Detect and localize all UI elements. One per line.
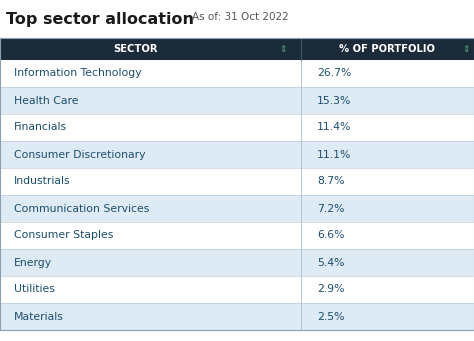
Text: ⇕: ⇕ bbox=[462, 44, 470, 54]
Bar bbox=[0, 276, 474, 303]
Bar bbox=[0, 38, 474, 60]
Text: 2.9%: 2.9% bbox=[317, 284, 345, 295]
Text: Consumer Staples: Consumer Staples bbox=[14, 231, 113, 240]
Bar bbox=[0, 114, 474, 141]
Text: Energy: Energy bbox=[14, 257, 52, 267]
Text: 8.7%: 8.7% bbox=[317, 177, 345, 187]
Text: 11.4%: 11.4% bbox=[317, 122, 351, 133]
Text: As of: 31 Oct 2022: As of: 31 Oct 2022 bbox=[192, 12, 289, 22]
Bar bbox=[0, 249, 474, 276]
Text: SECTOR: SECTOR bbox=[113, 44, 158, 54]
Bar bbox=[0, 60, 474, 87]
Text: % OF PORTFOLIO: % OF PORTFOLIO bbox=[339, 44, 436, 54]
Bar bbox=[0, 168, 474, 195]
Text: Industrials: Industrials bbox=[14, 177, 71, 187]
Bar bbox=[0, 195, 474, 222]
Text: Financials: Financials bbox=[14, 122, 67, 133]
Text: 11.1%: 11.1% bbox=[317, 149, 351, 160]
Text: 5.4%: 5.4% bbox=[317, 257, 345, 267]
Text: Information Technology: Information Technology bbox=[14, 69, 142, 78]
Text: 2.5%: 2.5% bbox=[317, 311, 345, 322]
Text: 7.2%: 7.2% bbox=[317, 204, 345, 213]
Bar bbox=[0, 303, 474, 330]
Bar bbox=[0, 222, 474, 249]
Text: Top sector allocation: Top sector allocation bbox=[6, 12, 194, 27]
Bar bbox=[0, 141, 474, 168]
Text: ⇕: ⇕ bbox=[279, 44, 287, 54]
Text: 15.3%: 15.3% bbox=[317, 95, 351, 105]
Bar bbox=[0, 87, 474, 114]
Text: 26.7%: 26.7% bbox=[317, 69, 351, 78]
Text: Materials: Materials bbox=[14, 311, 64, 322]
Text: Communication Services: Communication Services bbox=[14, 204, 149, 213]
Text: 6.6%: 6.6% bbox=[317, 231, 345, 240]
Text: Consumer Discretionary: Consumer Discretionary bbox=[14, 149, 146, 160]
Text: Utilities: Utilities bbox=[14, 284, 55, 295]
Text: Health Care: Health Care bbox=[14, 95, 79, 105]
